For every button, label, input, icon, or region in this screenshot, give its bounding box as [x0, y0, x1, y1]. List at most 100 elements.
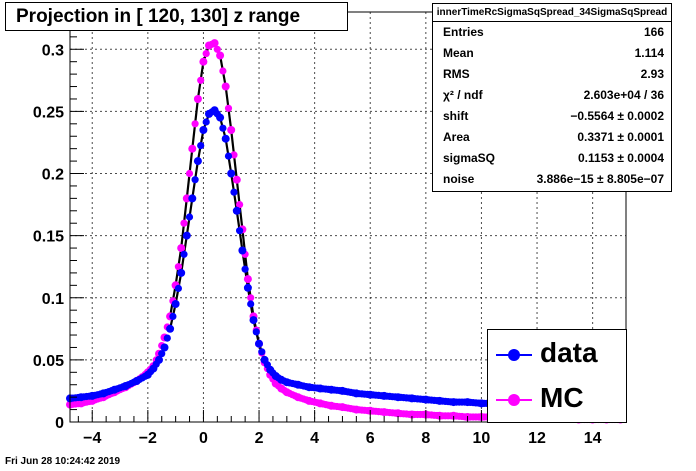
data-point: [219, 67, 227, 75]
data-point: [230, 188, 238, 196]
stats-value: 0.1153 ± 0.0004: [578, 151, 664, 165]
x-tick-label: 6: [366, 430, 375, 447]
data-point: [230, 151, 238, 159]
stats-value: −0.5564 ± 0.0002: [570, 109, 664, 123]
stats-label: RMS: [443, 67, 470, 81]
y-tick-label: 0: [55, 415, 64, 432]
data-point: [158, 350, 166, 358]
legend-label: data: [540, 337, 598, 368]
stats-label: Area: [443, 130, 470, 144]
data-point: [258, 348, 266, 356]
data-point: [182, 231, 191, 240]
data-point: [197, 142, 205, 150]
stats-value: 1.114: [634, 46, 664, 60]
data-point: [155, 355, 163, 364]
x-tick-label: 0: [199, 430, 208, 447]
data-point: [232, 206, 241, 215]
stats-label: Entries: [443, 25, 484, 39]
stats-value: 3.886e−15 ± 8.805e−07: [536, 172, 664, 186]
data-point: [236, 201, 244, 209]
data-point: [224, 152, 233, 160]
stats-row-entries: Entries 166: [433, 22, 671, 43]
chart-title: Projection in [ 120, 130] z range: [5, 2, 348, 31]
legend-item-data: data: [488, 335, 628, 375]
stats-value: 2.93: [640, 67, 664, 81]
data-point: [177, 268, 186, 277]
data-point: [169, 312, 177, 320]
stats-label: sigmaSQ: [443, 151, 496, 165]
plot-frame: [69, 11, 627, 423]
data-point: [216, 51, 225, 60]
data-point: [247, 300, 255, 308]
data-point: [174, 263, 182, 271]
data-point: [188, 144, 197, 153]
data-point: [213, 45, 221, 53]
stats-label: shift: [443, 109, 469, 123]
x-tick-label: 14: [584, 430, 602, 447]
stats-label: Mean: [443, 46, 474, 60]
stats-label: χ² / ndf: [443, 88, 483, 102]
data-point: [177, 244, 186, 253]
data-point: [193, 95, 202, 103]
data-point: [166, 324, 175, 333]
data-point: [255, 339, 263, 348]
data-point: [236, 227, 244, 235]
data-point: [221, 82, 230, 91]
legend-label: MC: [540, 382, 584, 413]
data-point: [216, 113, 225, 122]
x-tick-label: −2: [139, 430, 157, 447]
x-tick-label: 8: [421, 430, 430, 447]
stats-row-rms: RMS 2.93: [433, 64, 671, 85]
data-point: [191, 120, 199, 128]
stats-value: 166: [643, 25, 664, 39]
fit-curve: [169, 108, 282, 381]
data-point: [163, 334, 171, 342]
y-tick-label: 0.3: [42, 42, 64, 59]
data-point: [227, 169, 236, 178]
data-point: [171, 300, 180, 308]
data-point: [238, 246, 247, 255]
y-tick-label: 0.05: [33, 353, 64, 370]
legend: data MC: [487, 329, 627, 423]
data-point: [185, 169, 194, 178]
data-point: [249, 316, 258, 325]
data-point: [199, 57, 208, 66]
data-point: [224, 104, 233, 112]
legend-marker: [508, 394, 520, 406]
stats-row-noise: noise 3.886e−15 ± 8.805e−07: [433, 169, 671, 190]
data-point: [252, 328, 260, 336]
data-point: [221, 134, 230, 143]
x-tick-label: 4: [310, 430, 319, 447]
data-point: [241, 265, 249, 273]
stats-value: 2.603e+04 / 36: [583, 88, 664, 102]
legend-marker: [508, 349, 520, 361]
data-point: [185, 213, 194, 221]
data-point: [197, 76, 205, 84]
data-point: [202, 50, 210, 58]
data-point: [188, 194, 197, 203]
data-point: [199, 126, 208, 134]
stats-row-chi2: χ² / ndf 2.603e+04 / 36: [433, 85, 671, 106]
x-tick-label: 12: [528, 430, 546, 447]
data-point: [180, 250, 188, 258]
data-point: [180, 219, 188, 227]
stats-value: 0.3371 ± 0.0001: [577, 130, 664, 144]
x-tick-label: 2: [255, 430, 264, 447]
x-tick-label: −4: [83, 430, 101, 447]
data-point: [202, 118, 210, 126]
data-point: [174, 284, 182, 292]
data-point: [232, 175, 241, 184]
stats-box: innerTimeRcSigmaSqSpread_34SigmaSqSpread…: [432, 3, 672, 192]
legend-item-mc: MC: [488, 380, 628, 420]
data-point: [182, 194, 191, 203]
y-tick-label: 0.25: [33, 104, 64, 121]
stats-row-area: Area 0.3371 ± 0.0001: [433, 127, 671, 148]
data-point: [219, 124, 227, 132]
data-point: [247, 294, 255, 302]
stats-row-mean: Mean 1.114: [433, 43, 671, 64]
stats-label: noise: [443, 172, 475, 186]
y-tick-label: 0.15: [33, 229, 64, 246]
data-point: [193, 157, 202, 166]
stats-title: innerTimeRcSigmaSqSpread_34SigmaSqSpread: [433, 4, 671, 22]
data-point: [243, 283, 252, 292]
